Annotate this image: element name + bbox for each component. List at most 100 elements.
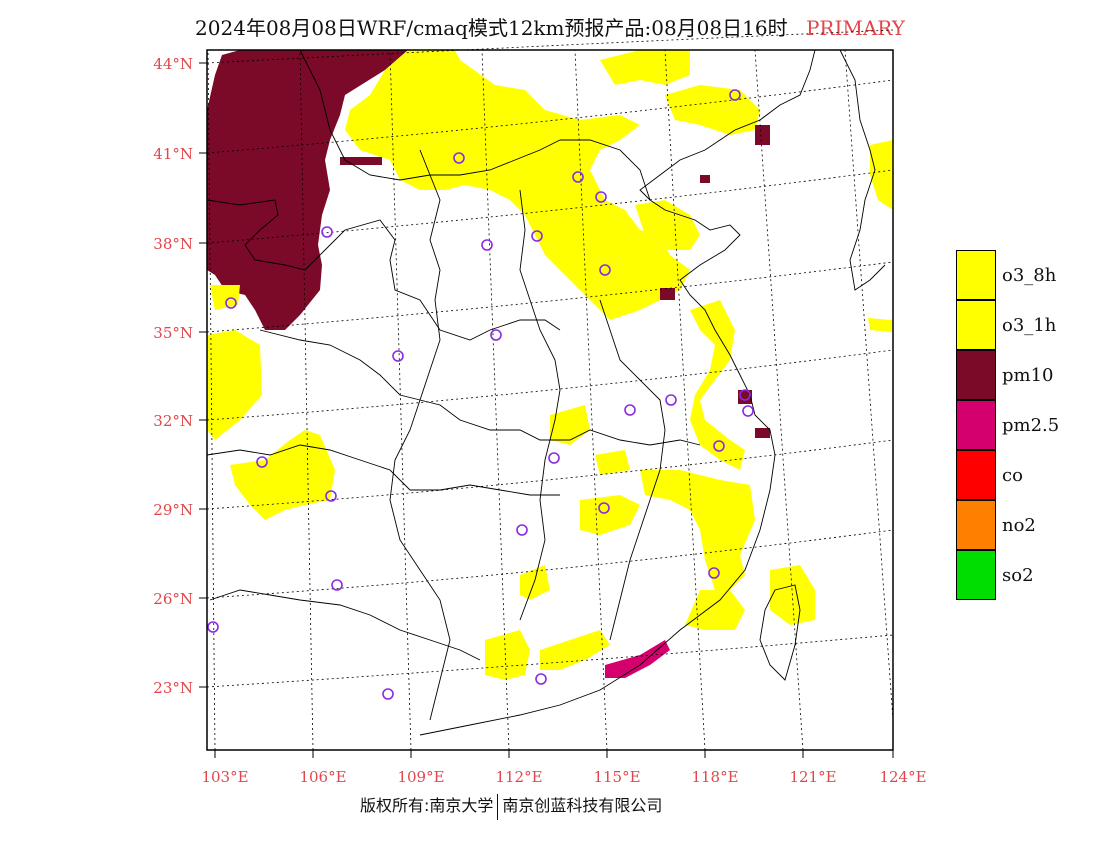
lon-line-115: [574, 49, 608, 751]
lon-line-109: [389, 49, 412, 751]
taiwan-outline: [759, 584, 801, 681]
legend-swatch-co: [956, 450, 996, 500]
city-marker: [599, 264, 611, 276]
borders: [206, 49, 886, 736]
province-border: [259, 329, 701, 446]
city-marker: [531, 230, 543, 242]
legend-swatch-pm25: [956, 400, 996, 450]
pm10-spot: [755, 125, 770, 145]
lon-label: 106°E: [299, 768, 346, 786]
lon-line-106: [299, 49, 314, 751]
city-marker: [708, 567, 720, 579]
city-marker: [490, 329, 502, 341]
longitude-lines: [207, 49, 894, 751]
lat-label: 29°N: [153, 501, 193, 519]
lon-label: 112°E: [495, 768, 542, 786]
city-marker: [453, 152, 465, 164]
legend-swatch-no2: [956, 500, 996, 550]
coastline: [419, 49, 816, 736]
legend-swatch-o3-1h: [956, 300, 996, 350]
o3-region-jiangsu: [690, 300, 745, 470]
city-marker: [742, 405, 754, 417]
map-frame: [206, 49, 894, 751]
city-marker: [713, 440, 725, 452]
city-marker: [321, 226, 333, 238]
legend-label-so2: so2: [1002, 565, 1034, 586]
province-border: [389, 149, 451, 721]
lat-line-32: [206, 349, 894, 421]
longitude-labels: 103°E 106°E 109°E 112°E 115°E 118°E 121°…: [201, 768, 926, 786]
lat-line-26: [206, 529, 894, 599]
lat-label: 35°N: [153, 324, 193, 342]
lat-label: 23°N: [153, 679, 193, 697]
pm10-spot: [700, 175, 710, 183]
o3-region-east-edge-2: [868, 318, 892, 332]
map-title: 2024年08月08日WRF/cmaq模式12km预报产品:08月08日16时 …: [0, 12, 1100, 41]
lat-label: 38°N: [153, 235, 193, 253]
city-marker: [729, 89, 741, 101]
city-marker: [598, 502, 610, 514]
legend-label-o3-8h: o3_8h: [1002, 265, 1057, 286]
latitude-labels: 44°N 41°N 38°N 35°N 32°N 29°N 26°N 23°N: [153, 55, 193, 697]
title-main: 2024年08月08日WRF/cmaq模式12km预报产品:08月08日16时: [195, 16, 788, 40]
o3-region-sichuan: [230, 430, 335, 520]
city-marker: [665, 394, 677, 406]
city-marker: [481, 239, 493, 251]
pm10-spot: [755, 428, 770, 438]
lat-label: 44°N: [153, 55, 193, 73]
lon-line-103: [207, 49, 216, 751]
city-marker: [225, 297, 237, 309]
city-marker: [331, 579, 343, 591]
lon-label: 121°E: [789, 768, 836, 786]
city-marker: [535, 673, 547, 685]
lon-line-118: [664, 49, 706, 751]
lon-line-112: [481, 49, 510, 751]
lon-label: 118°E: [691, 768, 738, 786]
korea-outline: [839, 49, 886, 291]
province-border: [209, 589, 481, 661]
city-marker: [392, 350, 404, 362]
lat-label: 41°N: [153, 145, 193, 163]
lat-line-38: [206, 169, 894, 244]
province-border: [560, 139, 651, 201]
province-border: [299, 49, 561, 181]
o3-region-zhejiang: [640, 470, 755, 590]
city-marker: [548, 452, 560, 464]
pm25-region-guangdong: [605, 640, 670, 678]
pm10-spot: [738, 390, 752, 404]
o3-region-north: [345, 50, 690, 320]
lat-label: 32°N: [153, 412, 193, 430]
o3-region-jiangxi: [580, 495, 640, 535]
title-primary-tag: PRIMARY: [805, 16, 905, 40]
legend-label-pm25: pm2.5: [1002, 415, 1060, 436]
lon-line-124: [844, 49, 894, 721]
city-markers: [207, 89, 754, 700]
lon-label: 115°E: [593, 768, 640, 786]
legend-label-o3-1h: o3_1h: [1002, 315, 1057, 336]
legend-swatch-so2: [956, 550, 996, 600]
o3-region-west-1: [207, 330, 262, 440]
city-marker: [516, 524, 528, 536]
province-border: [206, 444, 560, 496]
axis-ticks: [199, 62, 894, 758]
city-marker: [595, 191, 607, 203]
city-marker: [325, 490, 337, 502]
o3-region-north-top: [600, 50, 690, 85]
footer-company: 南京创蓝科技有限公司: [502, 796, 663, 815]
city-marker: [739, 389, 751, 401]
province-border: [519, 189, 561, 621]
city-marker: [256, 456, 268, 468]
lon-label: 103°E: [201, 768, 248, 786]
province-border: [599, 299, 666, 641]
pm10-spot: [660, 288, 675, 300]
o3-region-fujian: [685, 590, 745, 630]
o3-region-east-edge: [870, 140, 893, 210]
legend-swatch-pm10: [956, 350, 996, 400]
o3-region-hunan: [520, 565, 550, 600]
city-marker: [207, 621, 219, 633]
footer-separator: [497, 793, 499, 820]
city-marker: [624, 404, 636, 416]
footer-copyright: 版权所有:南京大学: [360, 796, 494, 815]
lon-line-121: [754, 49, 804, 751]
